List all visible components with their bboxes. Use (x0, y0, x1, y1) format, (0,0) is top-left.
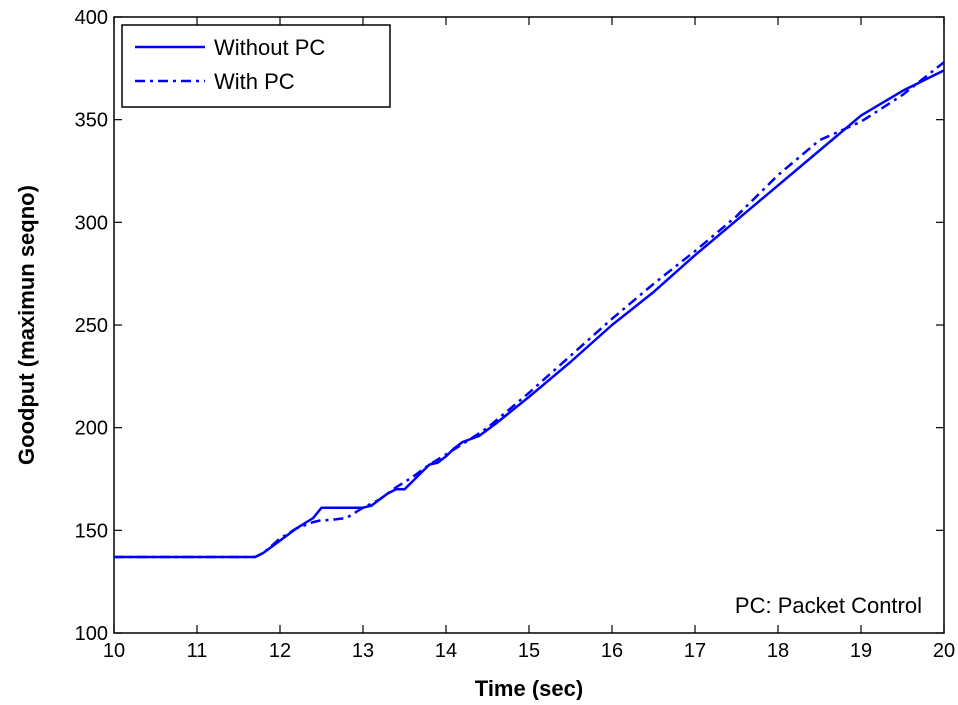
y-tick-label: 300 (75, 212, 108, 234)
legend-box (121, 24, 391, 108)
x-tick-label: 15 (518, 640, 540, 662)
x-tick-label: 13 (352, 640, 374, 662)
y-axis: 100 150 200 250 300 350 400 (75, 7, 944, 645)
y-tick-label: 400 (75, 7, 108, 29)
legend: Without PC With PC (121, 24, 391, 108)
y-tick-label: 150 (75, 520, 108, 542)
x-axis: 10 11 12 13 14 15 16 17 18 19 20 (103, 17, 955, 662)
x-tick-label: 12 (269, 640, 291, 662)
x-tick-label: 14 (435, 640, 457, 662)
chart-annotation: PC: Packet Control (735, 593, 922, 618)
y-tick-label: 350 (75, 110, 108, 132)
x-axis-title: Time (sec) (475, 676, 583, 700)
y-tick-label: 200 (75, 418, 108, 440)
x-tick-label: 16 (601, 640, 623, 662)
plot-area (113, 16, 945, 634)
legend-label-with-pc: With PC (214, 69, 295, 94)
x-tick-label: 10 (103, 640, 125, 662)
y-tick-label: 250 (75, 315, 108, 337)
x-tick-label: 20 (933, 640, 955, 662)
series-line-with-pc (114, 61, 945, 559)
x-tick-label: 18 (767, 640, 789, 662)
x-tick-label: 19 (850, 640, 872, 662)
y-tick-label: 100 (75, 623, 108, 645)
series-line-without-pc (114, 69, 945, 559)
series-layer (114, 61, 945, 559)
legend-label-without-pc: Without PC (214, 35, 325, 60)
y-axis-title: Goodput (maximun seqno) (14, 185, 39, 465)
x-tick-label: 17 (684, 640, 706, 662)
x-tick-label: 11 (187, 640, 208, 662)
